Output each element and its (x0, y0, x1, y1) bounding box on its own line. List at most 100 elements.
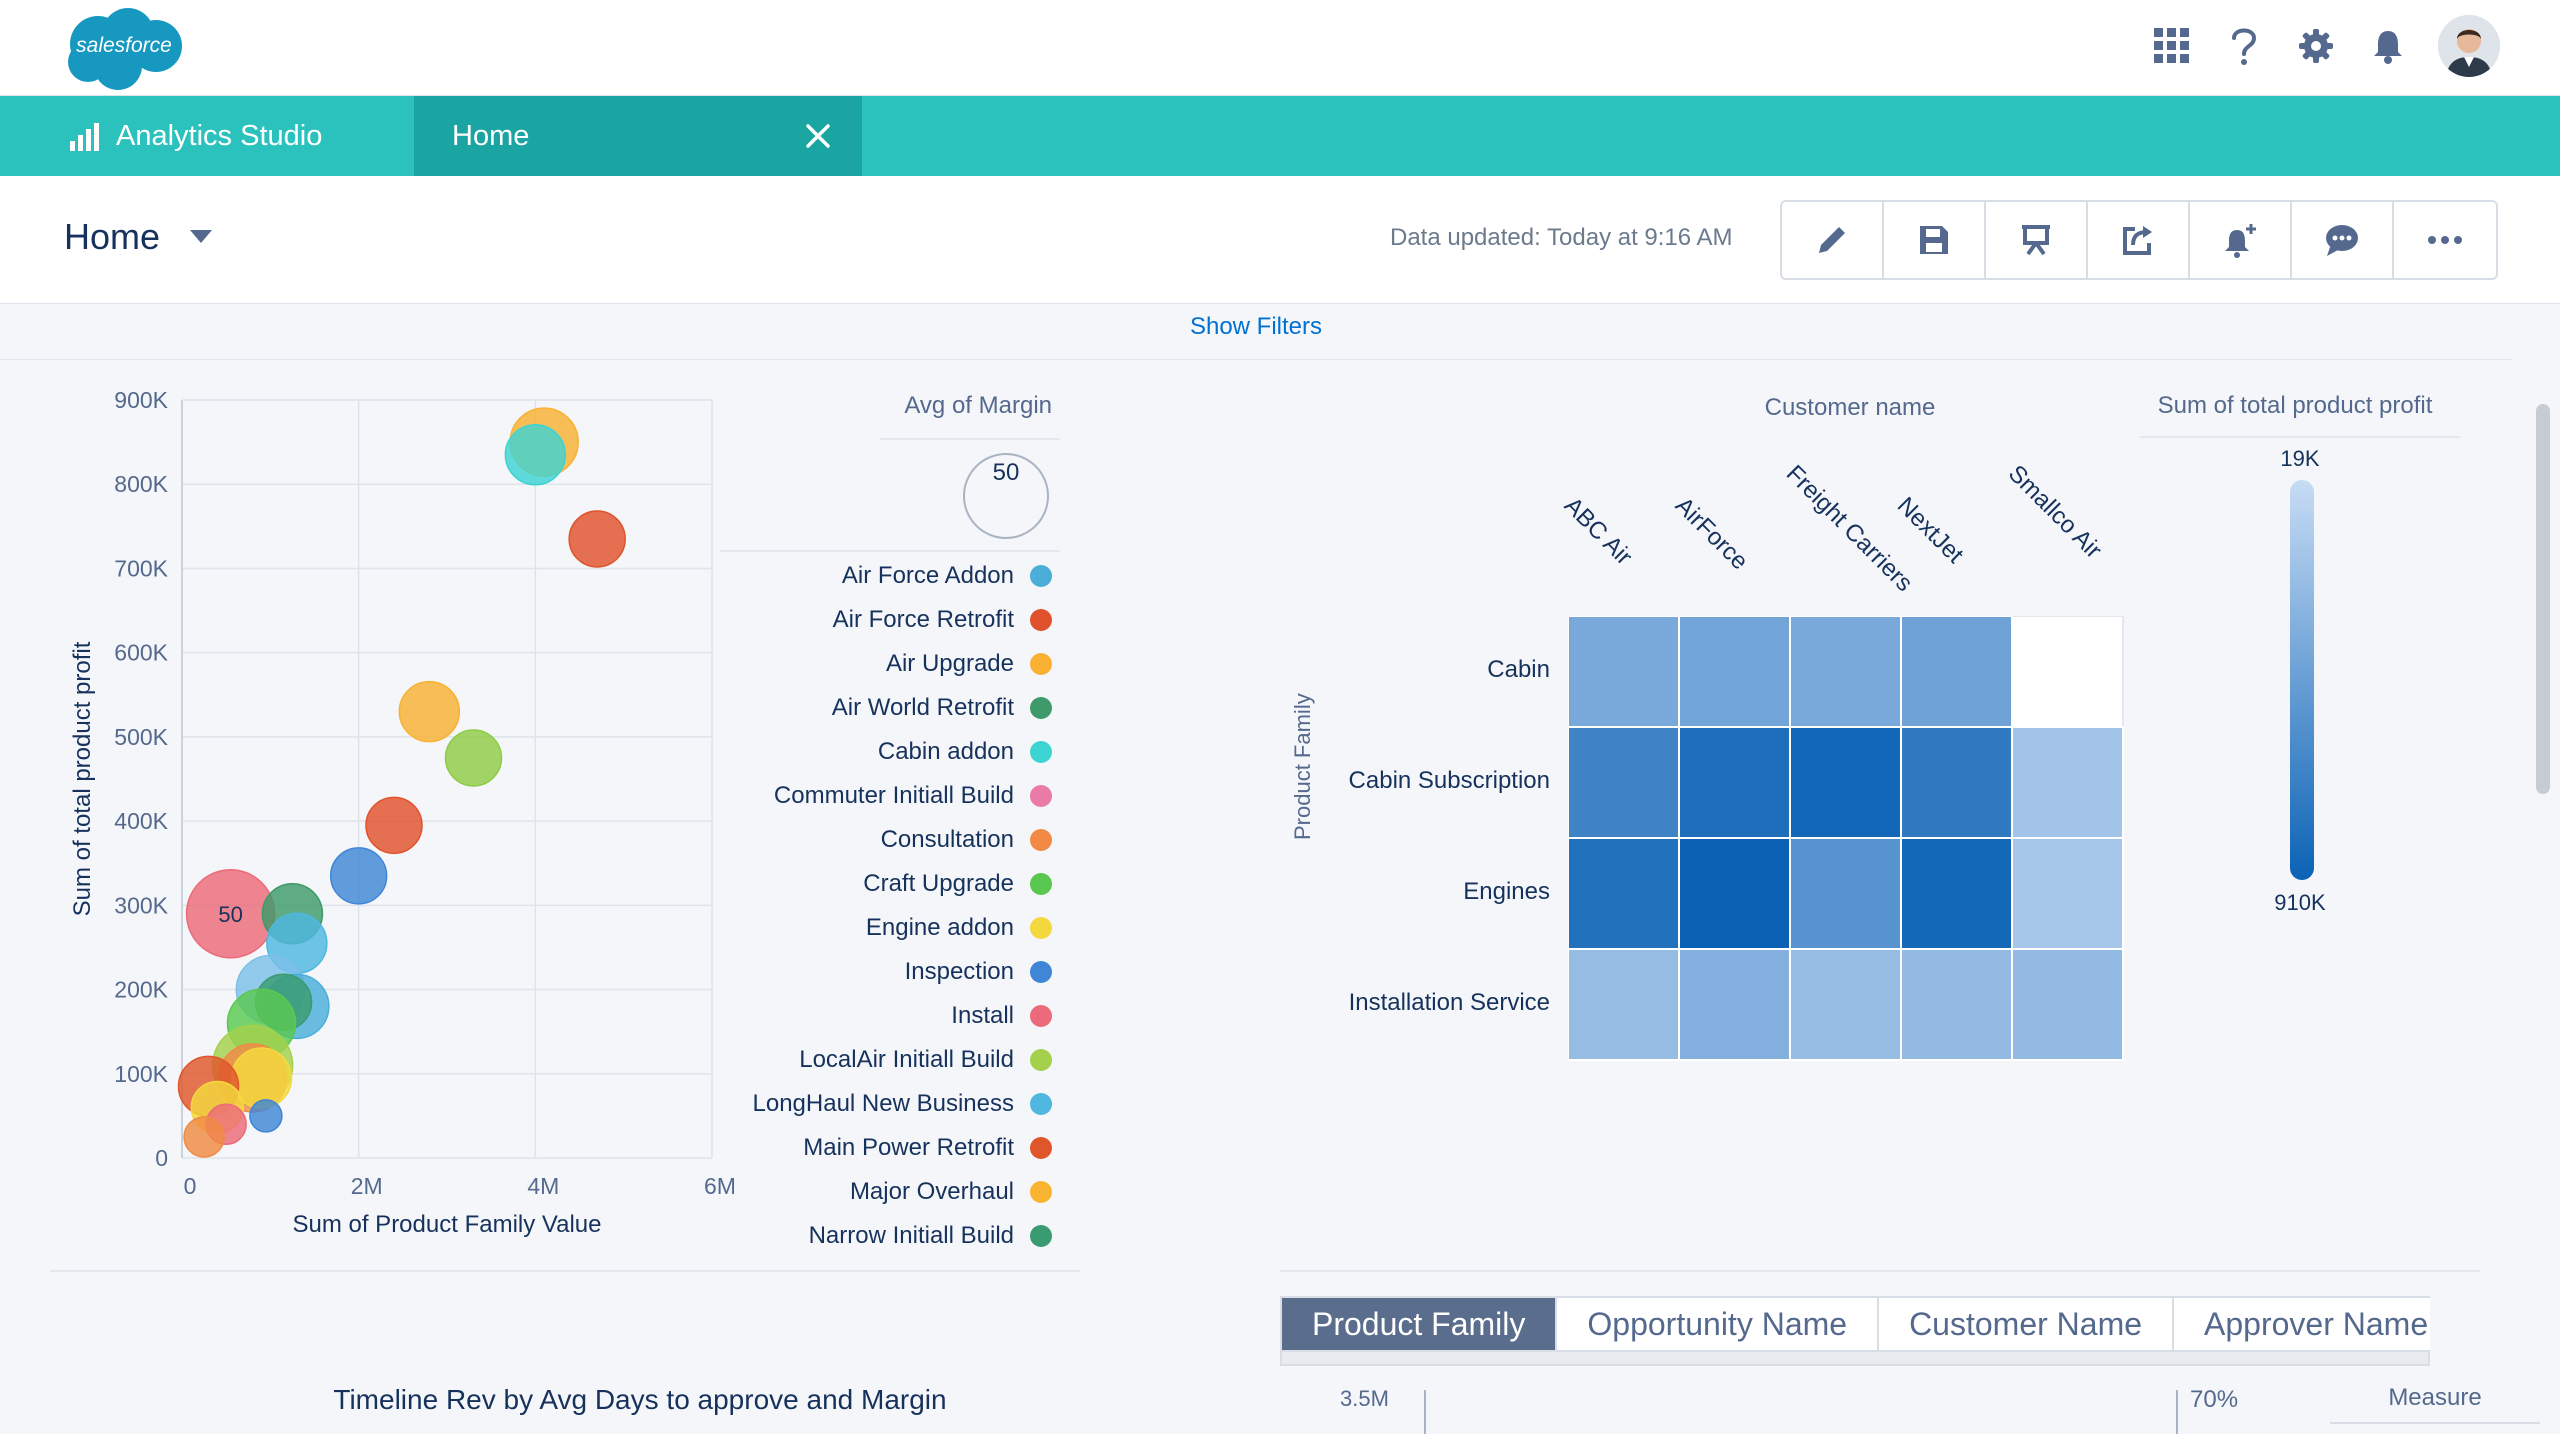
legend-divider (720, 550, 1060, 552)
heatmap-cell[interactable] (1789, 726, 1902, 839)
tabs-scrollbar[interactable] (1280, 1350, 2430, 1366)
legend-label: Inspection (904, 958, 1014, 985)
heatmap-cell[interactable] (1900, 726, 2013, 839)
scatter-point[interactable] (444, 729, 503, 787)
scatter-point[interactable] (249, 1099, 283, 1133)
app-launcher-title[interactable]: Analytics Studio (70, 96, 322, 176)
subscribe-button[interactable] (2190, 202, 2292, 278)
legend-item[interactable]: Main Power Retrofit (700, 1128, 1052, 1168)
save-button[interactable] (1884, 202, 1986, 278)
heatmap-chart (1568, 616, 2124, 1061)
heatmap-cell[interactable] (1568, 726, 1680, 839)
comment-button[interactable] (2292, 202, 2394, 278)
scatter-point[interactable] (183, 1116, 225, 1158)
dashboard-header: Home Data updated: Today at 9:16 AM (0, 176, 2560, 304)
legend-item[interactable]: Major Overhaul (700, 1172, 1052, 1212)
legend-item[interactable]: Consultation (700, 820, 1052, 860)
gear-icon[interactable] (2294, 24, 2338, 68)
heatmap-cell[interactable] (1568, 837, 1680, 950)
global-header: salesforce (0, 0, 2560, 96)
salesforce-logo[interactable]: salesforce (58, 4, 190, 94)
scatter-point[interactable] (504, 423, 567, 486)
y-tick-label: 900K (114, 387, 168, 413)
legend-label: Major Overhaul (849, 1178, 1014, 1205)
legend-item[interactable]: Air Force Retrofit (700, 600, 1052, 640)
heatmap-cell[interactable] (1678, 726, 1791, 839)
app-launcher-icon[interactable] (2150, 24, 2194, 68)
heatmap-cell[interactable] (1568, 948, 1680, 1061)
heatmap-cell[interactable] (1678, 948, 1791, 1061)
tab-approver-name[interactable]: Approver Name (2174, 1298, 2430, 1350)
grouping-tabs: Product Family Opportunity Name Customer… (1280, 1296, 2430, 1354)
scatter-point[interactable] (398, 680, 461, 743)
heatmap-row-label: Cabin Subscription (1348, 766, 1550, 794)
legend-label: Air Upgrade (885, 650, 1014, 677)
tab-home[interactable]: Home (414, 96, 862, 176)
measure-dropdown[interactable]: Measure (2330, 1384, 2540, 1424)
legend-item[interactable]: Narrow Initiall Build (700, 1216, 1052, 1256)
legend-swatch (1030, 829, 1052, 851)
help-icon[interactable] (2222, 24, 2266, 68)
legend-item[interactable]: LocalAir Initiall Build (700, 1040, 1052, 1080)
x-axis-title: Sum of Product Family Value (292, 1211, 601, 1238)
legend-label: Narrow Initiall Build (808, 1222, 1014, 1249)
heatmap-cell[interactable] (1900, 616, 2013, 728)
heatmap-column-label: NextJet (1891, 492, 1969, 569)
legend-item[interactable]: Craft Upgrade (700, 864, 1052, 904)
tab-opportunity-name[interactable]: Opportunity Name (1557, 1298, 1880, 1350)
legend-swatch (1030, 1181, 1052, 1203)
share-button[interactable] (2088, 202, 2190, 278)
color-scale-bar (2290, 480, 2314, 880)
share-icon (2123, 226, 2152, 255)
legend-item[interactable]: LongHaul New Business (700, 1084, 1052, 1124)
size-legend-title: Avg of Margin (904, 392, 1052, 419)
timeline-pct-tick: 70% (2190, 1386, 2239, 1413)
more-actions-button[interactable] (2394, 202, 2496, 278)
scatter-point[interactable] (329, 847, 388, 905)
legend-swatch (1030, 917, 1052, 939)
timeline-y-tick: 3.5M (1340, 1386, 1389, 1411)
tab-customer-name[interactable]: Customer Name (1879, 1298, 2175, 1350)
legend-item[interactable]: Engine addon (700, 908, 1052, 948)
heatmap-cell[interactable] (2011, 948, 2124, 1061)
legend-item[interactable]: Install (700, 996, 1052, 1036)
scrollbar-thumb[interactable] (2536, 404, 2550, 794)
scatter-point[interactable] (568, 510, 626, 568)
analytics-bars-icon (70, 123, 99, 151)
tab-product-family[interactable]: Product Family (1282, 1298, 1558, 1350)
heatmap-column-label: ABC Air (1558, 492, 1638, 571)
size-legend-value: 50 (993, 459, 1020, 486)
heatmap-cell[interactable] (1900, 948, 2013, 1061)
legend-item[interactable]: Air Upgrade (700, 644, 1052, 684)
heatmap-column-label: Smallco Air (2002, 460, 2107, 564)
heatmap-cell[interactable] (1789, 837, 1902, 950)
color-scale-min: 19K (2280, 446, 2320, 471)
close-icon[interactable] (800, 118, 836, 154)
heatmap-cell[interactable] (1568, 616, 1680, 728)
y-tick-label: 800K (114, 471, 168, 497)
heatmap-cell[interactable] (1678, 616, 1791, 728)
legend-item[interactable]: Air World Retrofit (700, 688, 1052, 728)
heatmap-cell[interactable] (1789, 948, 1902, 1061)
heatmap-cell[interactable] (1900, 837, 2013, 950)
y-tick-label: 100K (114, 1061, 168, 1087)
present-button[interactable] (1986, 202, 2088, 278)
legend-item[interactable]: Air Force Addon (700, 556, 1052, 596)
heatmap-cell[interactable] (2011, 837, 2124, 950)
legend-item[interactable]: Cabin addon (700, 732, 1052, 772)
heatmap-cell[interactable] (1789, 616, 1902, 728)
notification-bell-icon[interactable] (2366, 24, 2410, 68)
scatter-point[interactable] (365, 796, 423, 855)
show-filters-link[interactable]: Show Filters (0, 304, 2512, 360)
data-updated-text: Data updated: Today at 9:16 AM (1390, 224, 1733, 251)
legend-swatch (1030, 1049, 1052, 1071)
legend-swatch (1030, 565, 1052, 587)
heatmap-cell[interactable] (1678, 837, 1791, 950)
legend-item[interactable]: Commuter Initiall Build (700, 776, 1052, 816)
dashboard-title-dropdown[interactable]: Home (64, 216, 213, 258)
user-avatar[interactable] (2438, 15, 2500, 77)
edit-button[interactable] (1782, 202, 1884, 278)
legend-item[interactable]: Inspection (700, 952, 1052, 992)
timeline-chart-title: Timeline Rev by Avg Days to approve and … (333, 1384, 947, 1415)
heatmap-cell[interactable] (2011, 726, 2124, 839)
